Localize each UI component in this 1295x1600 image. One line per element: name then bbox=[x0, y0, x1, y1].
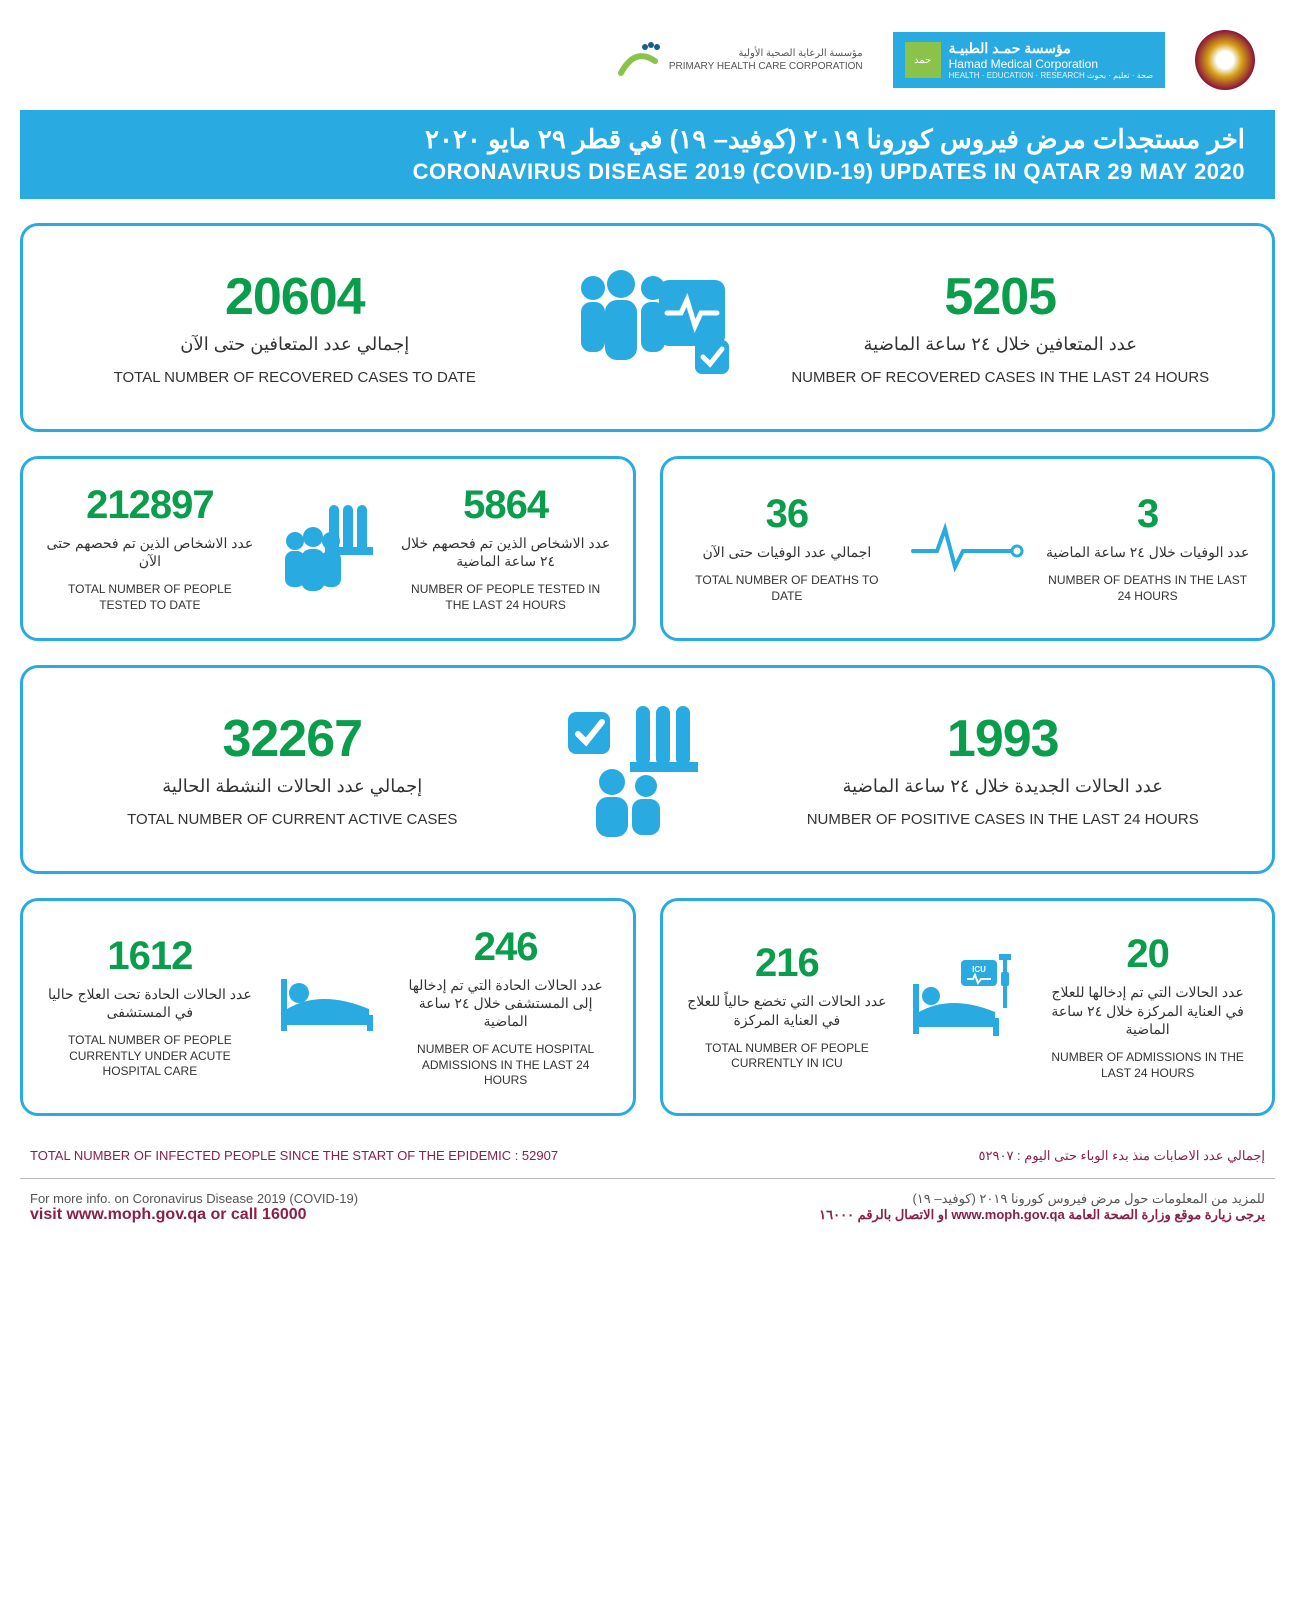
stat-ar: عدد الاشخاص الذين تم فحصهم خلال ٢٤ ساعة … bbox=[399, 534, 613, 570]
stat-value: 20 bbox=[1126, 932, 1169, 977]
stat-active-total: 32267 إجمالي عدد الحالات النشطة الحالية … bbox=[43, 709, 542, 830]
stat-en: TOTAL NUMBER OF PEOPLE CURRENTLY IN ICU bbox=[683, 1041, 892, 1072]
stat-en: TOTAL NUMBER OF PEOPLE CURRENTLY UNDER A… bbox=[43, 1033, 257, 1080]
svg-text:ICU: ICU bbox=[972, 965, 986, 974]
hamad-badge: حمد bbox=[905, 42, 941, 78]
footer-info-ar-2: يرجى زيارة موقع وزارة الصحة العامة www.m… bbox=[819, 1207, 1265, 1223]
footer-info-ar: للمزيد من المعلومات حول مرض فيروس كورونا… bbox=[819, 1191, 1265, 1224]
stat-hospital-total: 1612 عدد الحالات الحادة تحت العلاج حاليا… bbox=[43, 934, 257, 1080]
stat-ar: عدد الاشخاص الذين تم فحصهم حتى الآن bbox=[43, 534, 257, 570]
stat-deaths-total: 36 اجمالي عدد الوفيات حتى الآن TOTAL NUM… bbox=[683, 492, 892, 604]
people-heartbeat-icon bbox=[547, 250, 749, 405]
stat-value: 32267 bbox=[222, 709, 362, 769]
phcc-ar: مؤسسة الرعاية الصحية الأولية bbox=[669, 47, 863, 60]
stat-en: NUMBER OF ACUTE HOSPITAL ADMISSIONS IN T… bbox=[399, 1042, 613, 1089]
stat-value: 212897 bbox=[86, 483, 213, 528]
stat-ar: عدد الحالات التي تخضع حالياً للعلاج في ا… bbox=[683, 992, 892, 1028]
stat-ar: عدد الحالات الحادة التي تم إدخالها إلى ا… bbox=[399, 976, 613, 1031]
stat-ar: إجمالي عدد المتعافين حتى الآن bbox=[180, 333, 409, 356]
pulse-line-icon bbox=[891, 511, 1043, 586]
logo-phcc: مؤسسة الرعاية الصحية الأولية PRIMARY HEA… bbox=[615, 37, 863, 83]
stat-value: 246 bbox=[474, 925, 538, 970]
stat-en: NUMBER OF PEOPLE TESTED IN THE LAST 24 H… bbox=[399, 582, 613, 613]
check-testtubes-people-icon bbox=[542, 692, 754, 847]
title-english: CORONAVIRUS DISEASE 2019 (COVID-19) UPDA… bbox=[50, 159, 1245, 185]
hamad-en: Hamad Medical Corporation bbox=[949, 57, 1153, 71]
logo-moph-seal bbox=[1195, 30, 1255, 90]
stat-en: NUMBER OF RECOVERED CASES IN THE LAST 24… bbox=[791, 368, 1209, 388]
stat-value: 1612 bbox=[107, 934, 192, 979]
stat-icu-24h: 20 عدد الحالات التي تم إدخالها للعلاج في… bbox=[1043, 932, 1252, 1081]
row-tested-deaths: 212897 عدد الاشخاص الذين تم فحصهم حتى ال… bbox=[20, 456, 1275, 641]
stat-en: NUMBER OF ADMISSIONS IN THE LAST 24 HOUR… bbox=[1043, 1050, 1252, 1081]
stat-ar: إجمالي عدد الحالات النشطة الحالية bbox=[162, 775, 422, 798]
hospital-bed-icon bbox=[257, 959, 399, 1054]
stat-value: 1993 bbox=[947, 709, 1059, 769]
stat-ar: اجمالي عدد الوفيات حتى الآن bbox=[702, 543, 871, 561]
people-testtubes-icon bbox=[257, 491, 399, 606]
stat-en: TOTAL NUMBER OF DEATHS TO DATE bbox=[683, 573, 892, 604]
footer-info: For more info. on Coronavirus Disease 20… bbox=[20, 1185, 1275, 1230]
stat-en: NUMBER OF DEATHS IN THE LAST 24 HOURS bbox=[1043, 573, 1252, 604]
footer-total-line: TOTAL NUMBER OF INFECTED PEOPLE SINCE TH… bbox=[20, 1140, 1275, 1172]
stat-deaths-24h: 3 عدد الوفيات خلال ٢٤ ساعة الماضية NUMBE… bbox=[1043, 492, 1252, 604]
footer-info-ar-1: للمزيد من المعلومات حول مرض فيروس كورونا… bbox=[819, 1191, 1265, 1207]
stat-ar: عدد الحالات التي تم إدخالها للعلاج في ال… bbox=[1043, 983, 1252, 1038]
stat-hospital-24h: 246 عدد الحالات الحادة التي تم إدخالها إ… bbox=[399, 925, 613, 1089]
row-recovered: 20604 إجمالي عدد المتعافين حتى الآن TOTA… bbox=[20, 223, 1275, 432]
footer-info-en-2: visit www.moph.gov.qa or call 16000 bbox=[30, 1206, 358, 1224]
stat-ar: عدد المتعافين خلال ٢٤ ساعة الماضية bbox=[864, 333, 1137, 356]
stat-tested-24h: 5864 عدد الاشخاص الذين تم فحصهم خلال ٢٤ … bbox=[399, 483, 613, 614]
stat-en: TOTAL NUMBER OF PEOPLE TESTED TO DATE bbox=[43, 582, 257, 613]
stat-value: 36 bbox=[766, 492, 809, 537]
stat-value: 5864 bbox=[463, 483, 548, 528]
footer-info-en: For more info. on Coronavirus Disease 20… bbox=[30, 1191, 358, 1224]
stat-value: 3 bbox=[1137, 492, 1158, 537]
stat-ar: عدد الحالات الجديدة خلال ٢٤ ساعة الماضية bbox=[843, 775, 1163, 798]
phcc-swoosh-icon bbox=[615, 37, 661, 83]
card-icu: 216 عدد الحالات التي تخضع حالياً للعلاج … bbox=[660, 898, 1276, 1116]
stat-en: NUMBER OF POSITIVE CASES IN THE LAST 24 … bbox=[807, 810, 1199, 830]
stat-recovered-total: 20604 إجمالي عدد المتعافين حتى الآن TOTA… bbox=[43, 267, 547, 388]
row-hospital-icu: 1612 عدد الحالات الحادة تحت العلاج حاليا… bbox=[20, 898, 1275, 1116]
card-deaths: 36 اجمالي عدد الوفيات حتى الآن TOTAL NUM… bbox=[660, 456, 1276, 641]
hamad-ar: مؤسسة حمـد الطبيـة bbox=[949, 40, 1153, 57]
card-tested: 212897 عدد الاشخاص الذين تم فحصهم حتى ال… bbox=[20, 456, 636, 641]
phcc-en: PRIMARY HEALTH CARE CORPORATION bbox=[669, 60, 863, 73]
title-arabic: اخر مستجدات مرض فيروس كورونا ٢٠١٩ (كوفيد… bbox=[50, 124, 1245, 155]
stat-recovered-24h: 5205 عدد المتعافين خلال ٢٤ ساعة الماضية … bbox=[749, 267, 1253, 388]
stat-en: TOTAL NUMBER OF RECOVERED CASES TO DATE bbox=[114, 368, 476, 388]
footer-total-en: TOTAL NUMBER OF INFECTED PEOPLE SINCE TH… bbox=[30, 1148, 558, 1164]
stat-en: TOTAL NUMBER OF CURRENT ACTIVE CASES bbox=[127, 810, 457, 830]
title-banner: اخر مستجدات مرض فيروس كورونا ٢٠١٩ (كوفيد… bbox=[20, 110, 1275, 199]
footer-total-ar: إجمالي عدد الاصابات منذ بدء الوباء حتى ا… bbox=[979, 1148, 1265, 1164]
stat-tested-total: 212897 عدد الاشخاص الذين تم فحصهم حتى ال… bbox=[43, 483, 257, 614]
logo-bar: مؤسسة الرعاية الصحية الأولية PRIMARY HEA… bbox=[20, 20, 1275, 110]
stat-value: 20604 bbox=[225, 267, 365, 327]
icu-bed-monitor-icon: ICU bbox=[891, 954, 1043, 1059]
logo-hamad: حمد مؤسسة حمـد الطبيـة Hamad Medical Cor… bbox=[893, 32, 1165, 88]
stat-ar: عدد الوفيات خلال ٢٤ ساعة الماضية bbox=[1046, 543, 1249, 561]
footer-info-en-1: For more info. on Coronavirus Disease 20… bbox=[30, 1191, 358, 1206]
card-recovered: 20604 إجمالي عدد المتعافين حتى الآن TOTA… bbox=[20, 223, 1275, 432]
stat-value: 5205 bbox=[944, 267, 1056, 327]
card-hospital: 1612 عدد الحالات الحادة تحت العلاج حاليا… bbox=[20, 898, 636, 1116]
stat-positive-24h: 1993 عدد الحالات الجديدة خلال ٢٤ ساعة ال… bbox=[754, 709, 1253, 830]
card-active: 32267 إجمالي عدد الحالات النشطة الحالية … bbox=[20, 665, 1275, 874]
footer-divider bbox=[20, 1178, 1275, 1179]
hamad-tag: HEALTH · EDUCATION · RESEARCH صحة · تعلي… bbox=[949, 71, 1153, 80]
row-active: 32267 إجمالي عدد الحالات النشطة الحالية … bbox=[20, 665, 1275, 874]
stat-icu-total: 216 عدد الحالات التي تخضع حالياً للعلاج … bbox=[683, 941, 892, 1072]
stat-value: 216 bbox=[755, 941, 819, 986]
stat-ar: عدد الحالات الحادة تحت العلاج حاليا في ا… bbox=[43, 985, 257, 1021]
